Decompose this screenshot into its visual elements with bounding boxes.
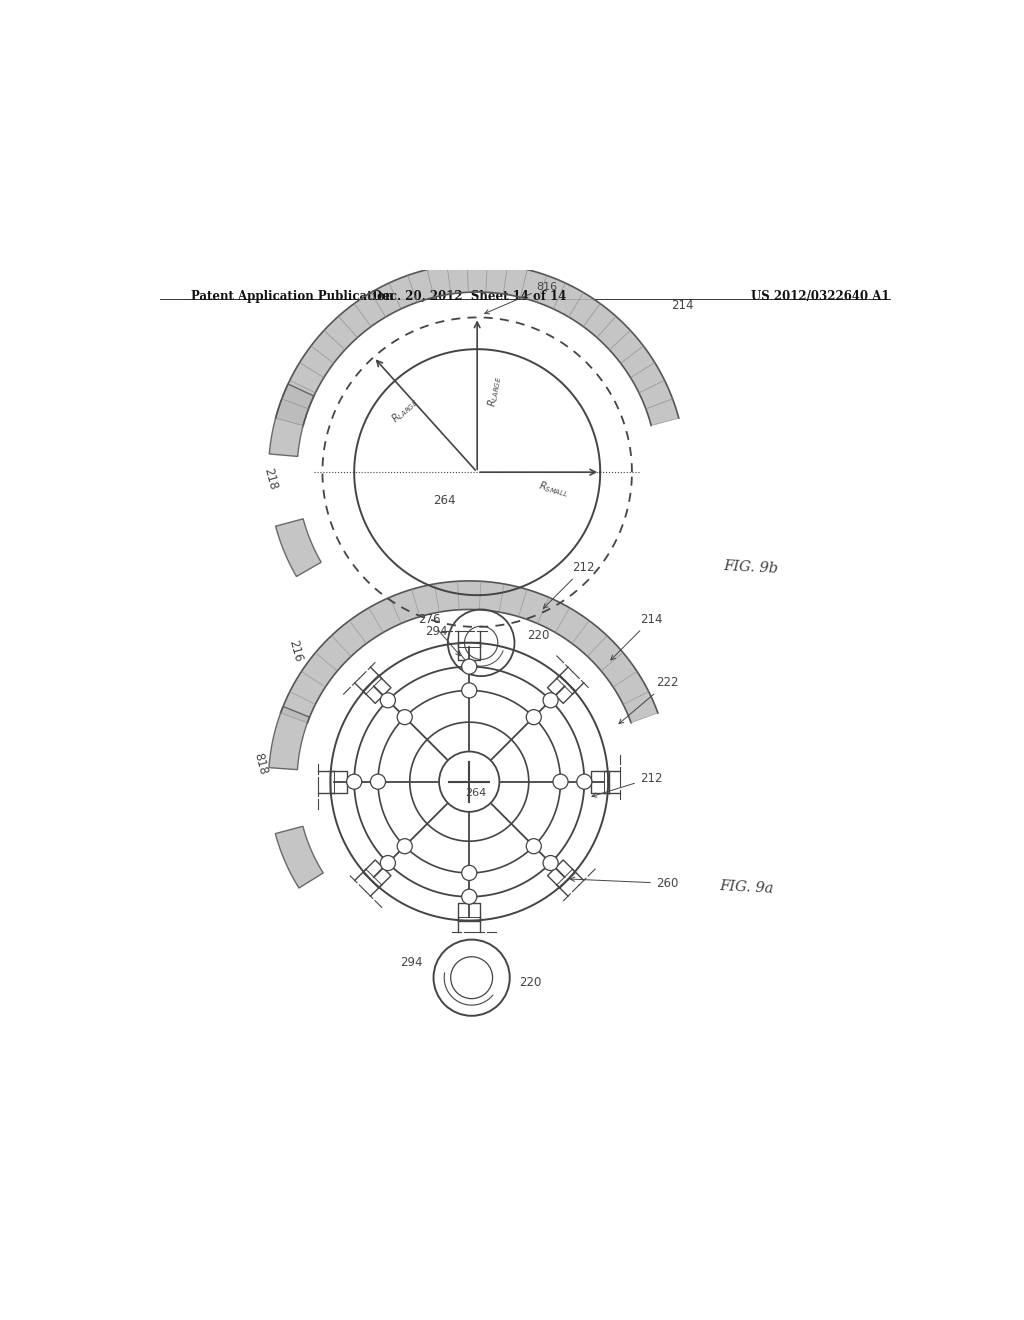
Text: 214: 214 (672, 300, 694, 313)
Polygon shape (269, 706, 309, 770)
Text: FIG. 9a: FIG. 9a (719, 879, 774, 896)
Text: 220: 220 (519, 975, 542, 989)
Text: 260: 260 (570, 876, 678, 890)
Text: 264: 264 (433, 494, 456, 507)
Text: 294: 294 (426, 624, 449, 638)
Circle shape (371, 774, 385, 789)
Text: 212: 212 (592, 772, 663, 797)
Text: 276: 276 (418, 612, 461, 656)
Circle shape (462, 682, 477, 698)
Polygon shape (275, 826, 324, 888)
Text: $R_{LARGE}$: $R_{LARGE}$ (485, 375, 504, 408)
Text: 214: 214 (611, 612, 663, 660)
Text: 222: 222 (620, 676, 678, 723)
Text: $R_{SMALL}$: $R_{SMALL}$ (537, 479, 570, 500)
Circle shape (526, 710, 542, 725)
Circle shape (347, 774, 361, 789)
Text: Dec. 20, 2012  Sheet 14 of 14: Dec. 20, 2012 Sheet 14 of 14 (372, 289, 566, 302)
Text: 220: 220 (527, 628, 550, 642)
Polygon shape (275, 264, 679, 425)
Text: 264: 264 (465, 788, 486, 799)
Polygon shape (269, 384, 314, 457)
Circle shape (462, 659, 477, 675)
Circle shape (526, 838, 542, 854)
Text: 216: 216 (287, 638, 305, 663)
Polygon shape (281, 581, 658, 723)
Circle shape (397, 838, 413, 854)
Text: 818: 818 (251, 752, 269, 776)
Polygon shape (275, 519, 322, 577)
Circle shape (380, 855, 395, 871)
Text: Patent Application Publication: Patent Application Publication (191, 289, 394, 302)
Text: US 2012/0322640 A1: US 2012/0322640 A1 (752, 289, 890, 302)
Circle shape (543, 855, 558, 871)
Text: $R_{LARGE}$: $R_{LARGE}$ (389, 395, 422, 426)
Circle shape (380, 693, 395, 708)
Text: 218: 218 (261, 466, 280, 491)
Text: FIG. 9b: FIG. 9b (723, 560, 778, 576)
Circle shape (397, 710, 413, 725)
Circle shape (462, 890, 477, 904)
Text: 212: 212 (544, 561, 595, 609)
Circle shape (462, 866, 477, 880)
Circle shape (577, 774, 592, 789)
Text: 294: 294 (400, 956, 423, 969)
Text: 816: 816 (484, 281, 558, 314)
Circle shape (553, 774, 568, 789)
Circle shape (543, 693, 558, 708)
